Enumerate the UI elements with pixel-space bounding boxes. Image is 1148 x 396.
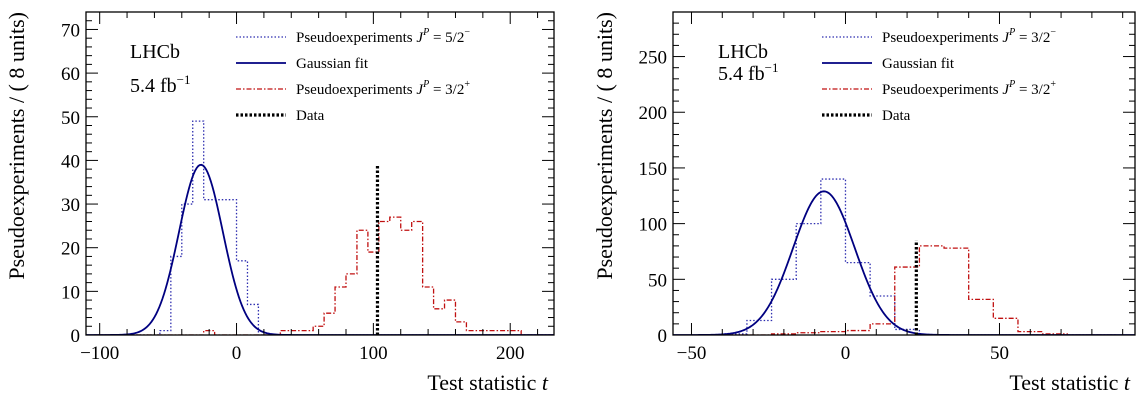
legend-label: Gaussian fit <box>296 56 369 72</box>
y-tick-label: 0 <box>71 326 81 347</box>
right-panel: −50 0 50 0 50 100 150 200 250 Test statistic t Pse… <box>592 11 1136 395</box>
y-axis: 0 50 100 150 200 250 <box>639 11 1135 347</box>
y-axis-title: Pseudoexperiments / ( 8 units) <box>4 12 29 280</box>
y-tick-label: 20 <box>61 239 80 260</box>
x-tick-label: 200 <box>496 343 525 364</box>
x-tick-label: −100 <box>80 343 119 364</box>
axes-frame <box>672 11 1136 336</box>
histogram-series-2 <box>94 216 554 335</box>
x-tick-label: 0 <box>232 343 242 364</box>
y-tick-label: 0 <box>658 326 668 347</box>
legend: Pseudoexperiments JP = 3/2− Gaussian fit P… <box>822 27 1056 124</box>
histogram-series-2 <box>697 245 1117 335</box>
y-tick-label: 250 <box>639 48 668 69</box>
legend-label: Pseudoexperiments JP = 3/2− <box>882 27 1056 46</box>
histogram-series-1 <box>94 120 554 335</box>
y-tick-label: 30 <box>61 195 80 216</box>
y-tick-label: 50 <box>648 270 667 291</box>
y-tick-label: 40 <box>61 151 80 172</box>
gaussian-fit-curve <box>86 163 554 335</box>
legend-label: Gaussian fit <box>882 56 955 72</box>
y-tick-label: 10 <box>61 282 80 303</box>
lhcb-label: LHCb <box>718 41 768 63</box>
x-tick-label: 50 <box>990 343 1009 364</box>
x-tick-label: 0 <box>841 343 851 364</box>
x-axis-title: Test statistic t <box>1009 370 1131 395</box>
luminosity-label: 5.4 fb−1 <box>718 60 779 85</box>
x-axis: −100 0 100 200 <box>80 12 539 364</box>
y-axis: 0 10 20 30 40 50 60 70 <box>61 11 554 347</box>
axes-frame <box>85 11 555 336</box>
luminosity-label: 5.4 fb−1 <box>130 72 191 97</box>
y-tick-label: 100 <box>639 215 668 236</box>
x-tick-label: −50 <box>677 343 707 364</box>
plot-area <box>673 178 1135 335</box>
y-tick-label: 70 <box>61 20 80 41</box>
y-tick-label: 60 <box>61 64 80 85</box>
x-axis-title: Test statistic t <box>427 370 549 395</box>
y-tick-label: 150 <box>639 159 668 180</box>
y-axis-title: Pseudoexperiments / ( 8 units) <box>592 12 617 280</box>
x-axis: −50 0 50 <box>677 12 1124 364</box>
y-tick-label: 200 <box>639 103 668 124</box>
plot-area <box>86 120 554 335</box>
y-tick-label: 50 <box>61 108 80 129</box>
legend-label: Pseudoexperiments JP = 3/2+ <box>882 79 1056 98</box>
histogram-series-1 <box>697 178 1117 335</box>
gaussian-fit-curve <box>673 190 1135 335</box>
legend-label: Pseudoexperiments JP = 5/2− <box>296 27 470 46</box>
legend-label: Data <box>296 108 325 124</box>
x-tick-label: 100 <box>359 343 388 364</box>
legend: Pseudoexperiments JP = 5/2− Gaussian fit P… <box>236 27 470 124</box>
lhcb-label: LHCb <box>130 41 180 63</box>
legend-label: Data <box>882 108 911 124</box>
legend-label: Pseudoexperiments JP = 3/2+ <box>296 79 470 98</box>
